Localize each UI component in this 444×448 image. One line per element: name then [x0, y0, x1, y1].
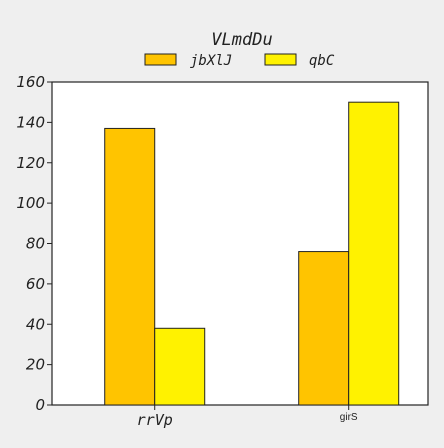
y-tick-label-40: 40: [26, 315, 45, 333]
bars: [104, 101, 400, 406]
legend-swatch-jbXlJ: [144, 53, 177, 66]
y-tick-label-0: 0: [35, 396, 45, 414]
bar-jbXlJ-girS: [298, 251, 350, 406]
chart-title: VLmdDu: [211, 30, 272, 50]
bar-qbC-girS: [348, 101, 400, 406]
x-axis: rrVp girS: [137, 405, 358, 429]
y-tick-label-160: 160: [16, 73, 45, 91]
bar-qbC-rrVp: [154, 327, 206, 406]
y-tick-label-20: 20: [26, 356, 45, 374]
legend-swatch-qbC: [264, 53, 297, 66]
y-tick-label-140: 140: [16, 113, 45, 131]
y-axis: 0 20 40 60 80 100 120 140 160: [16, 73, 52, 414]
legend-label-qbC: qbC: [309, 53, 335, 69]
y-tick-label-100: 100: [16, 194, 45, 212]
legend-label-jbXlJ: jbXlJ: [190, 53, 232, 69]
y-tick-label-60: 60: [26, 275, 45, 293]
y-tick-label-80: 80: [26, 235, 45, 253]
bar-jbXlJ-rrVp: [104, 127, 156, 406]
y-tick-label-120: 120: [16, 154, 45, 172]
x-tick-label-rrVp: rrVp: [137, 411, 173, 429]
legend: jbXlJ qbC: [144, 53, 335, 69]
x-tick-label-girS: girS: [340, 412, 358, 423]
